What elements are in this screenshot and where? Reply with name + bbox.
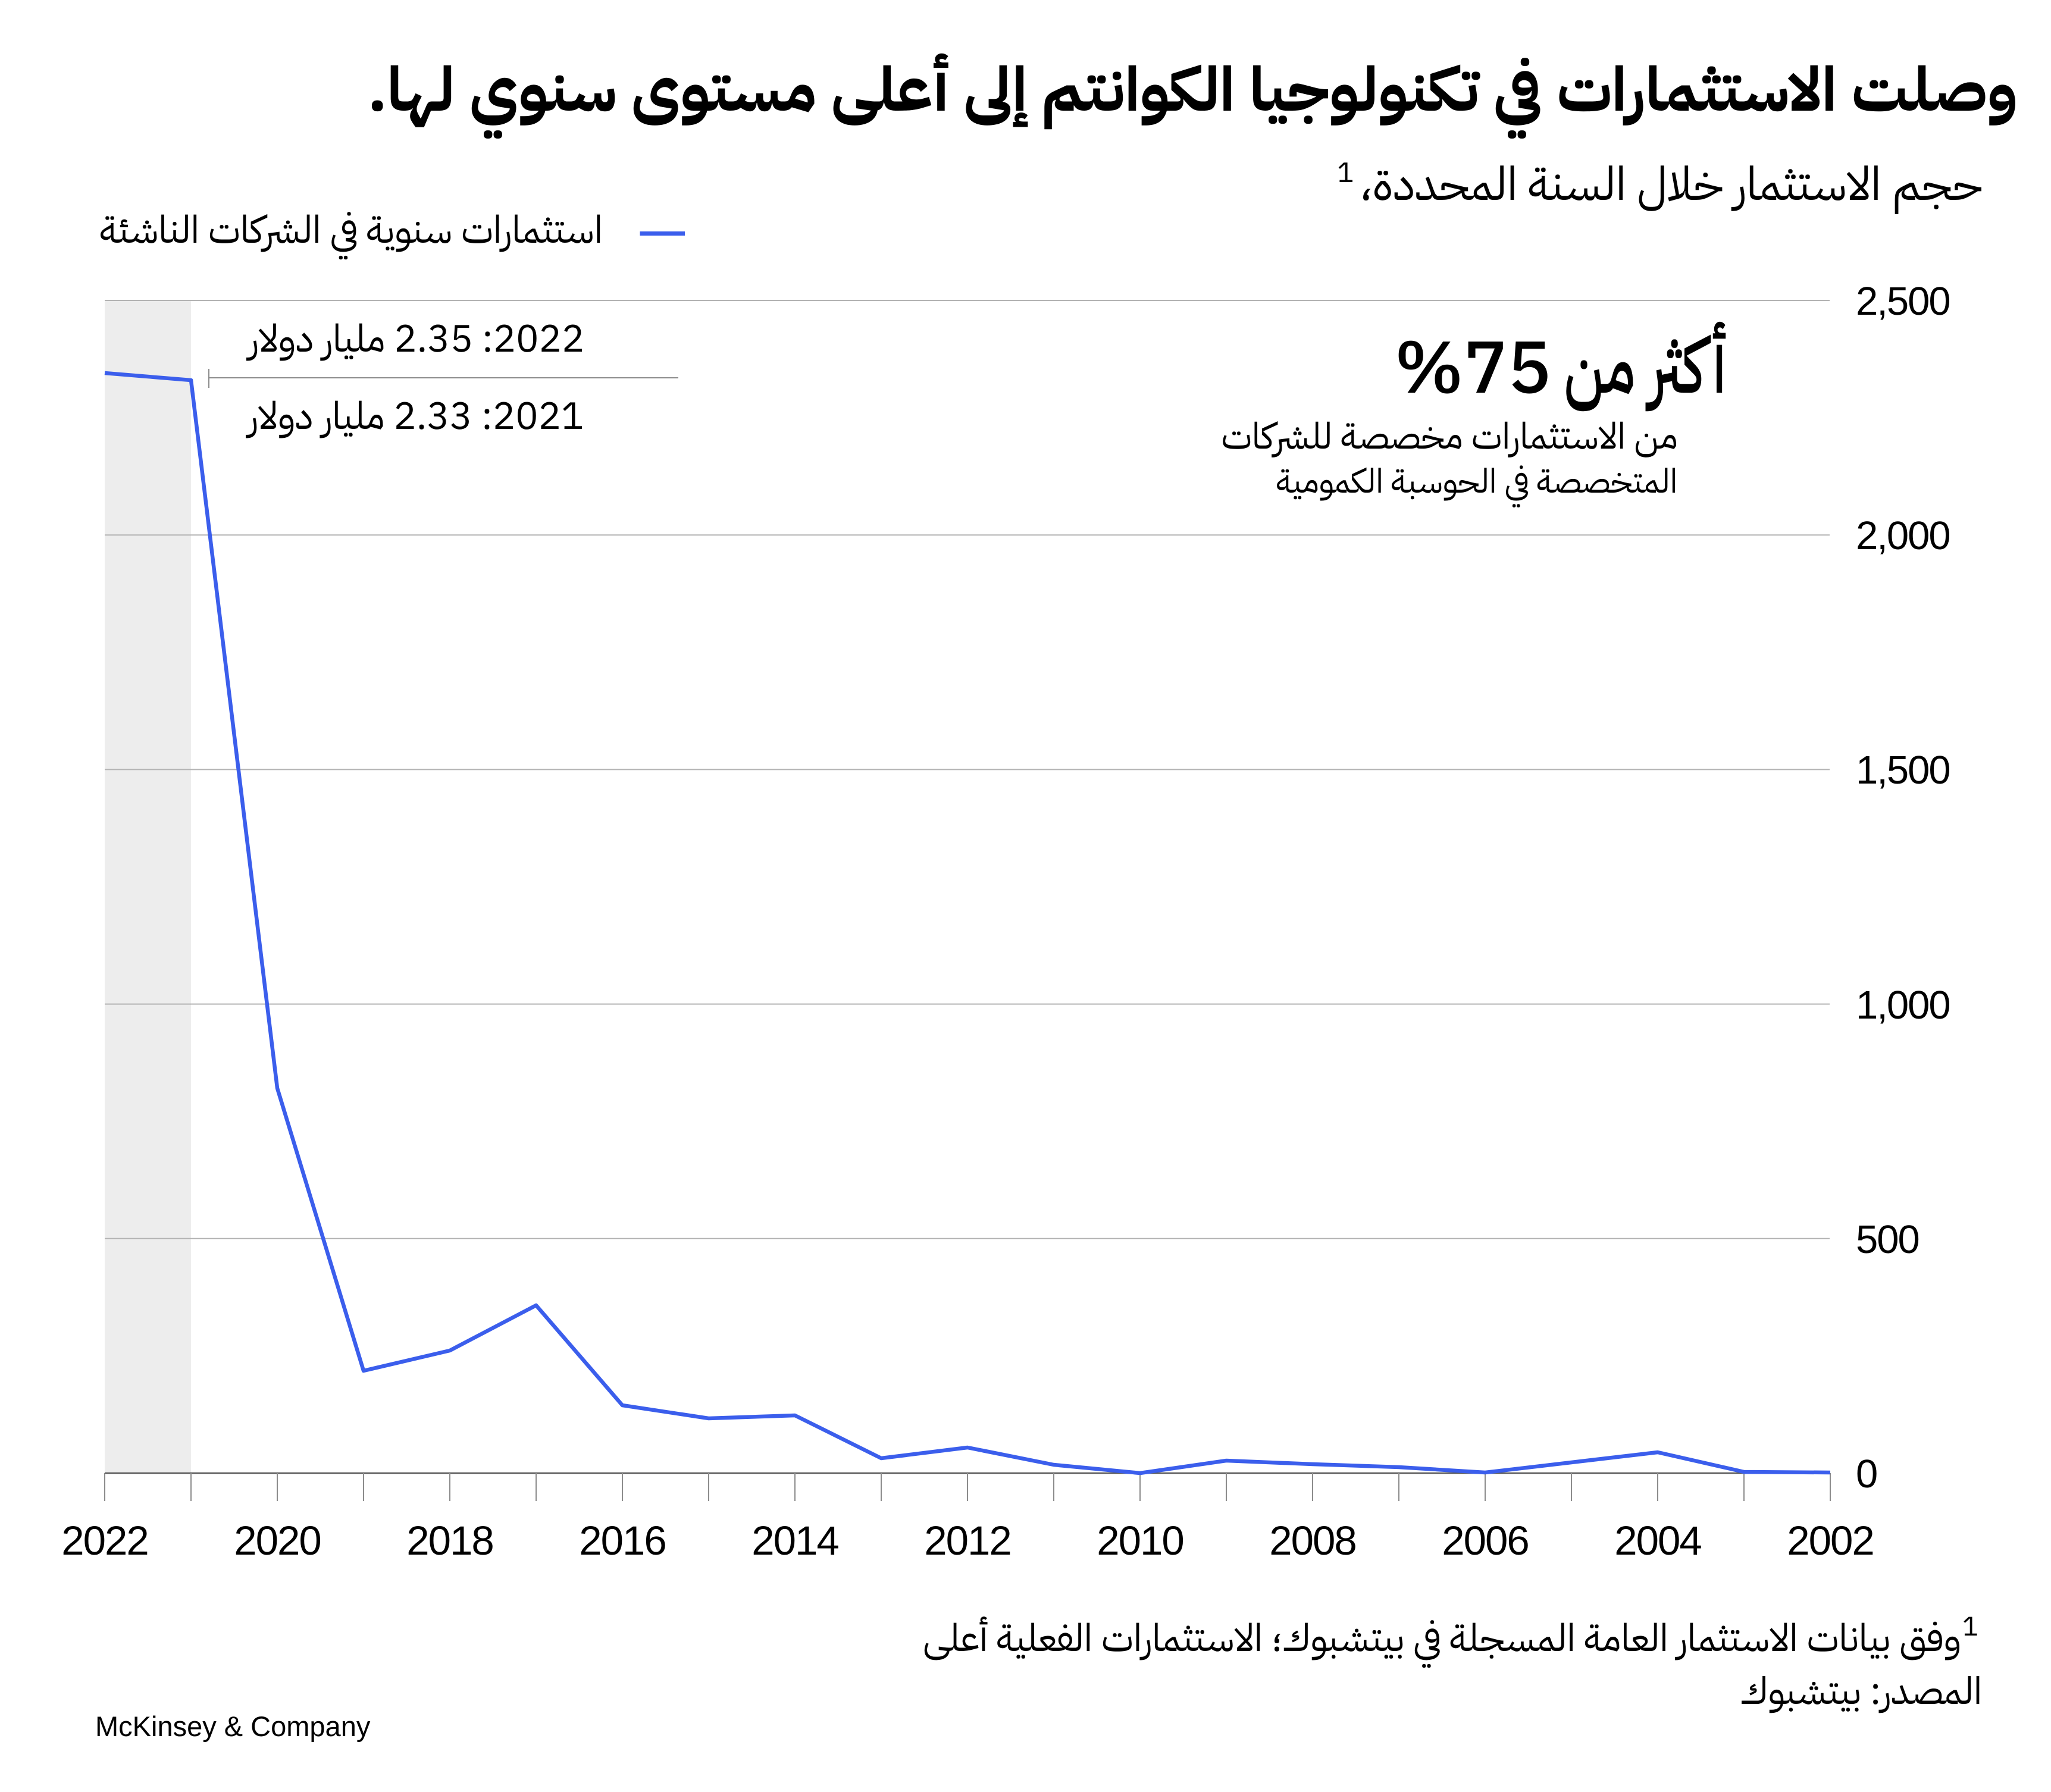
svg-text:2002: 2002 [1787, 1518, 1874, 1564]
svg-text:McKinsey & Company: McKinsey & Company [95, 1710, 371, 1742]
svg-text:2020: 2020 [234, 1518, 321, 1564]
svg-text:2,000: 2,000 [1856, 513, 1950, 558]
svg-text:0: 0 [1856, 1452, 1877, 1496]
svg-text:2006: 2006 [1442, 1518, 1529, 1564]
svg-text:1,000: 1,000 [1856, 983, 1950, 1027]
svg-text:2004: 2004 [1614, 1518, 1701, 1564]
svg-text:2010: 2010 [1097, 1518, 1183, 1564]
svg-text:2022: 2022 [61, 1518, 148, 1564]
svg-text:2016: 2016 [579, 1518, 666, 1564]
svg-text:500: 500 [1856, 1217, 1919, 1262]
svg-text:2012: 2012 [924, 1518, 1011, 1564]
svg-text:2008: 2008 [1269, 1518, 1356, 1564]
svg-text:2014: 2014 [751, 1518, 838, 1564]
svg-text:2018: 2018 [406, 1518, 493, 1564]
svg-text:2,500: 2,500 [1856, 279, 1950, 324]
svg-text:1,500: 1,500 [1856, 748, 1950, 792]
